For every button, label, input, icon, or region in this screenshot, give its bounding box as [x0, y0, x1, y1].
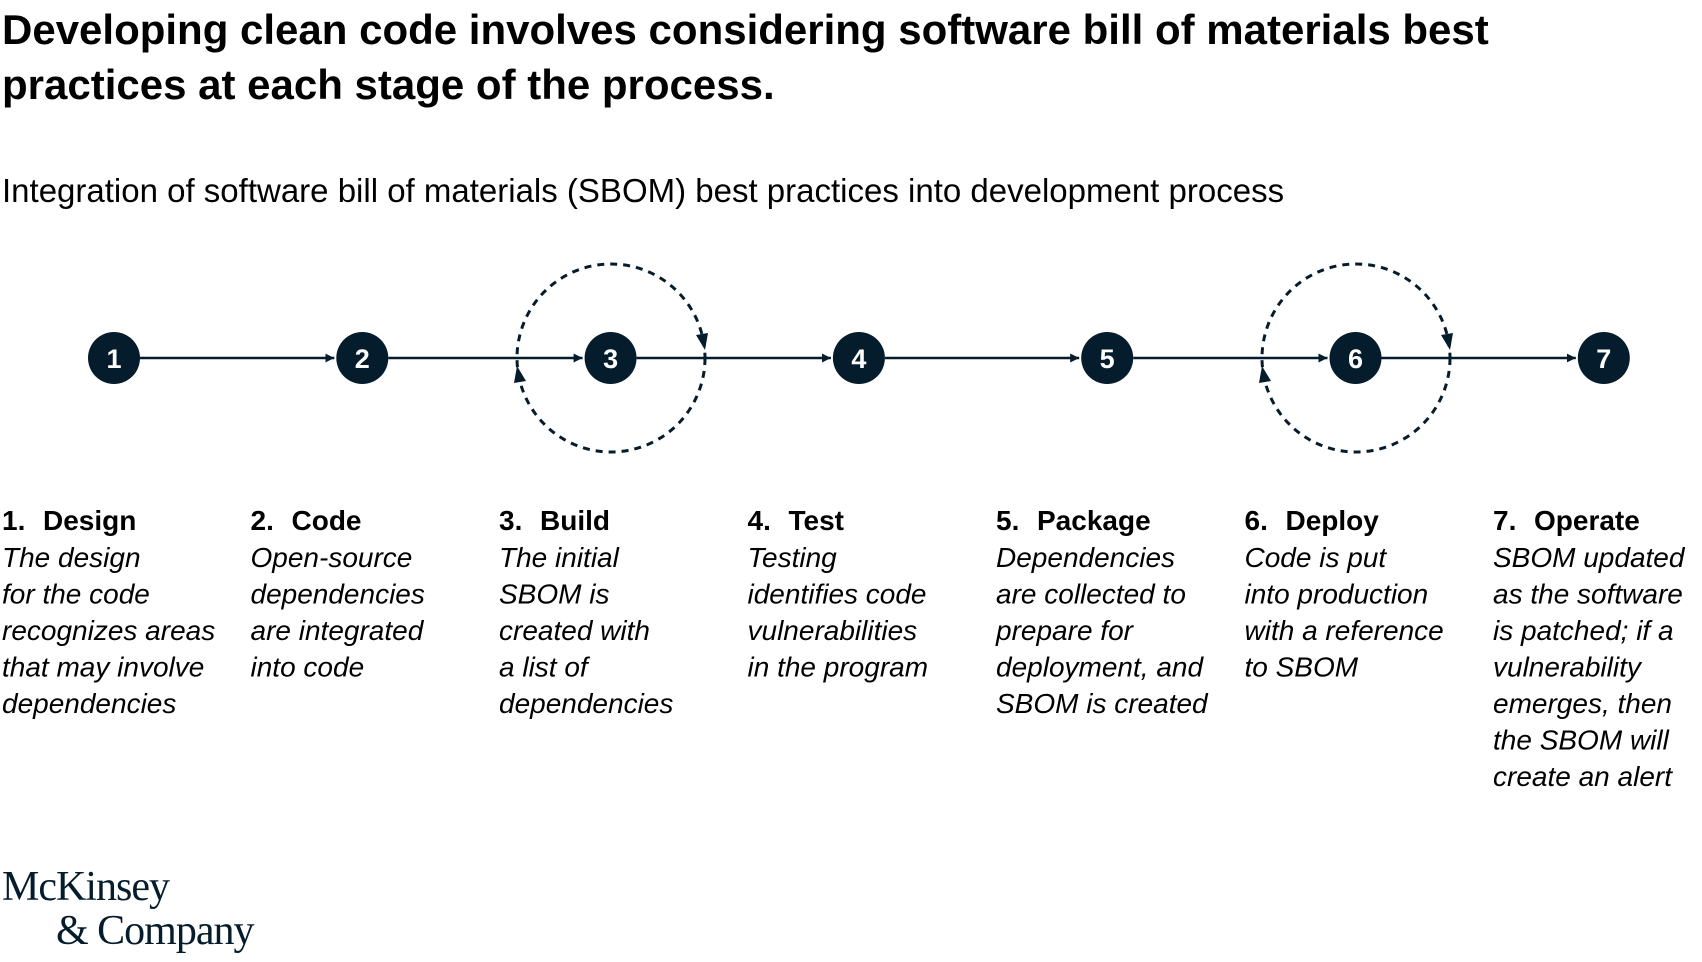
node-label: 3	[603, 344, 618, 374]
step-number: 4.	[748, 505, 771, 536]
step-description: Dependencies	[996, 542, 1175, 573]
step-name: Operate	[1534, 505, 1640, 536]
step-description: a list of	[499, 652, 591, 683]
step-description: Testing	[748, 542, 838, 573]
step-description: The initial	[499, 542, 620, 573]
step-description: to SBOM	[1245, 652, 1359, 683]
step-description: the SBOM will	[1493, 725, 1670, 756]
node-label: 2	[355, 344, 370, 374]
step-description: emerges, then	[1493, 688, 1672, 719]
step-name: Package	[1037, 505, 1151, 536]
node	[336, 332, 389, 384]
step-description: deployment, and	[996, 652, 1204, 683]
step-description: are collected to	[996, 579, 1186, 610]
step-description: that may involve	[2, 652, 204, 683]
step-description: SBOM is	[499, 579, 609, 610]
loop-arrow	[696, 333, 708, 350]
logo: & Company	[56, 908, 254, 954]
step-description: with a reference	[1245, 615, 1444, 646]
step-description: prepare for	[995, 615, 1135, 646]
step-description: are integrated	[251, 615, 425, 646]
step-name: Design	[43, 505, 136, 536]
step-description: dependencies	[251, 579, 425, 610]
step-description: for the code	[2, 579, 150, 610]
step-number: 5.	[996, 505, 1019, 536]
step-description: in the program	[748, 652, 929, 683]
subtitle: Integration of software bill of material…	[2, 172, 1284, 209]
node-label: 1	[106, 344, 121, 374]
node-label: 5	[1100, 344, 1115, 374]
step-description: SBOM is created	[996, 688, 1209, 719]
step-name: Build	[540, 505, 610, 536]
step-description: created with	[499, 615, 650, 646]
node	[584, 332, 637, 384]
step-description: is patched; if a	[1493, 615, 1674, 646]
loop-arrow	[1259, 366, 1271, 383]
step-description: dependencies	[499, 688, 673, 719]
node	[832, 332, 885, 384]
step-description: vulnerability	[1493, 652, 1643, 683]
step-description: Open-source	[251, 542, 413, 573]
node-label: 4	[851, 344, 866, 374]
step-description: dependencies	[2, 688, 176, 719]
step-number: 3.	[499, 505, 522, 536]
step-number: 2.	[251, 505, 274, 536]
step-description: into code	[251, 652, 365, 683]
node	[88, 332, 140, 384]
loop-arrow	[514, 366, 526, 383]
step-description: identifies code	[748, 579, 927, 610]
step-description: into production	[1245, 579, 1429, 610]
node-label: 7	[1596, 344, 1611, 374]
node	[1329, 332, 1382, 384]
node-label: 6	[1348, 344, 1363, 374]
step-number: 6.	[1245, 505, 1268, 536]
node	[1081, 332, 1134, 384]
step-description: create an alert	[1493, 761, 1673, 792]
step-number: 1.	[2, 505, 25, 536]
step-number: 7.	[1493, 505, 1516, 536]
step-description: vulnerabilities	[748, 615, 918, 646]
title: practices at each stage of the process.	[2, 61, 775, 108]
logo: McKinsey	[2, 864, 170, 910]
step-description: SBOM updated	[1493, 542, 1686, 573]
node	[1577, 332, 1630, 384]
title: Developing clean code involves consideri…	[2, 6, 1489, 53]
step-description: as the software	[1493, 579, 1683, 610]
step-name: Code	[292, 505, 362, 536]
step-description: Code is put	[1245, 542, 1388, 573]
step-description: The design	[2, 542, 141, 573]
loop-arrow	[1441, 333, 1453, 350]
step-name: Deploy	[1286, 505, 1380, 536]
step-name: Test	[789, 505, 845, 536]
step-description: recognizes areas	[2, 615, 215, 646]
